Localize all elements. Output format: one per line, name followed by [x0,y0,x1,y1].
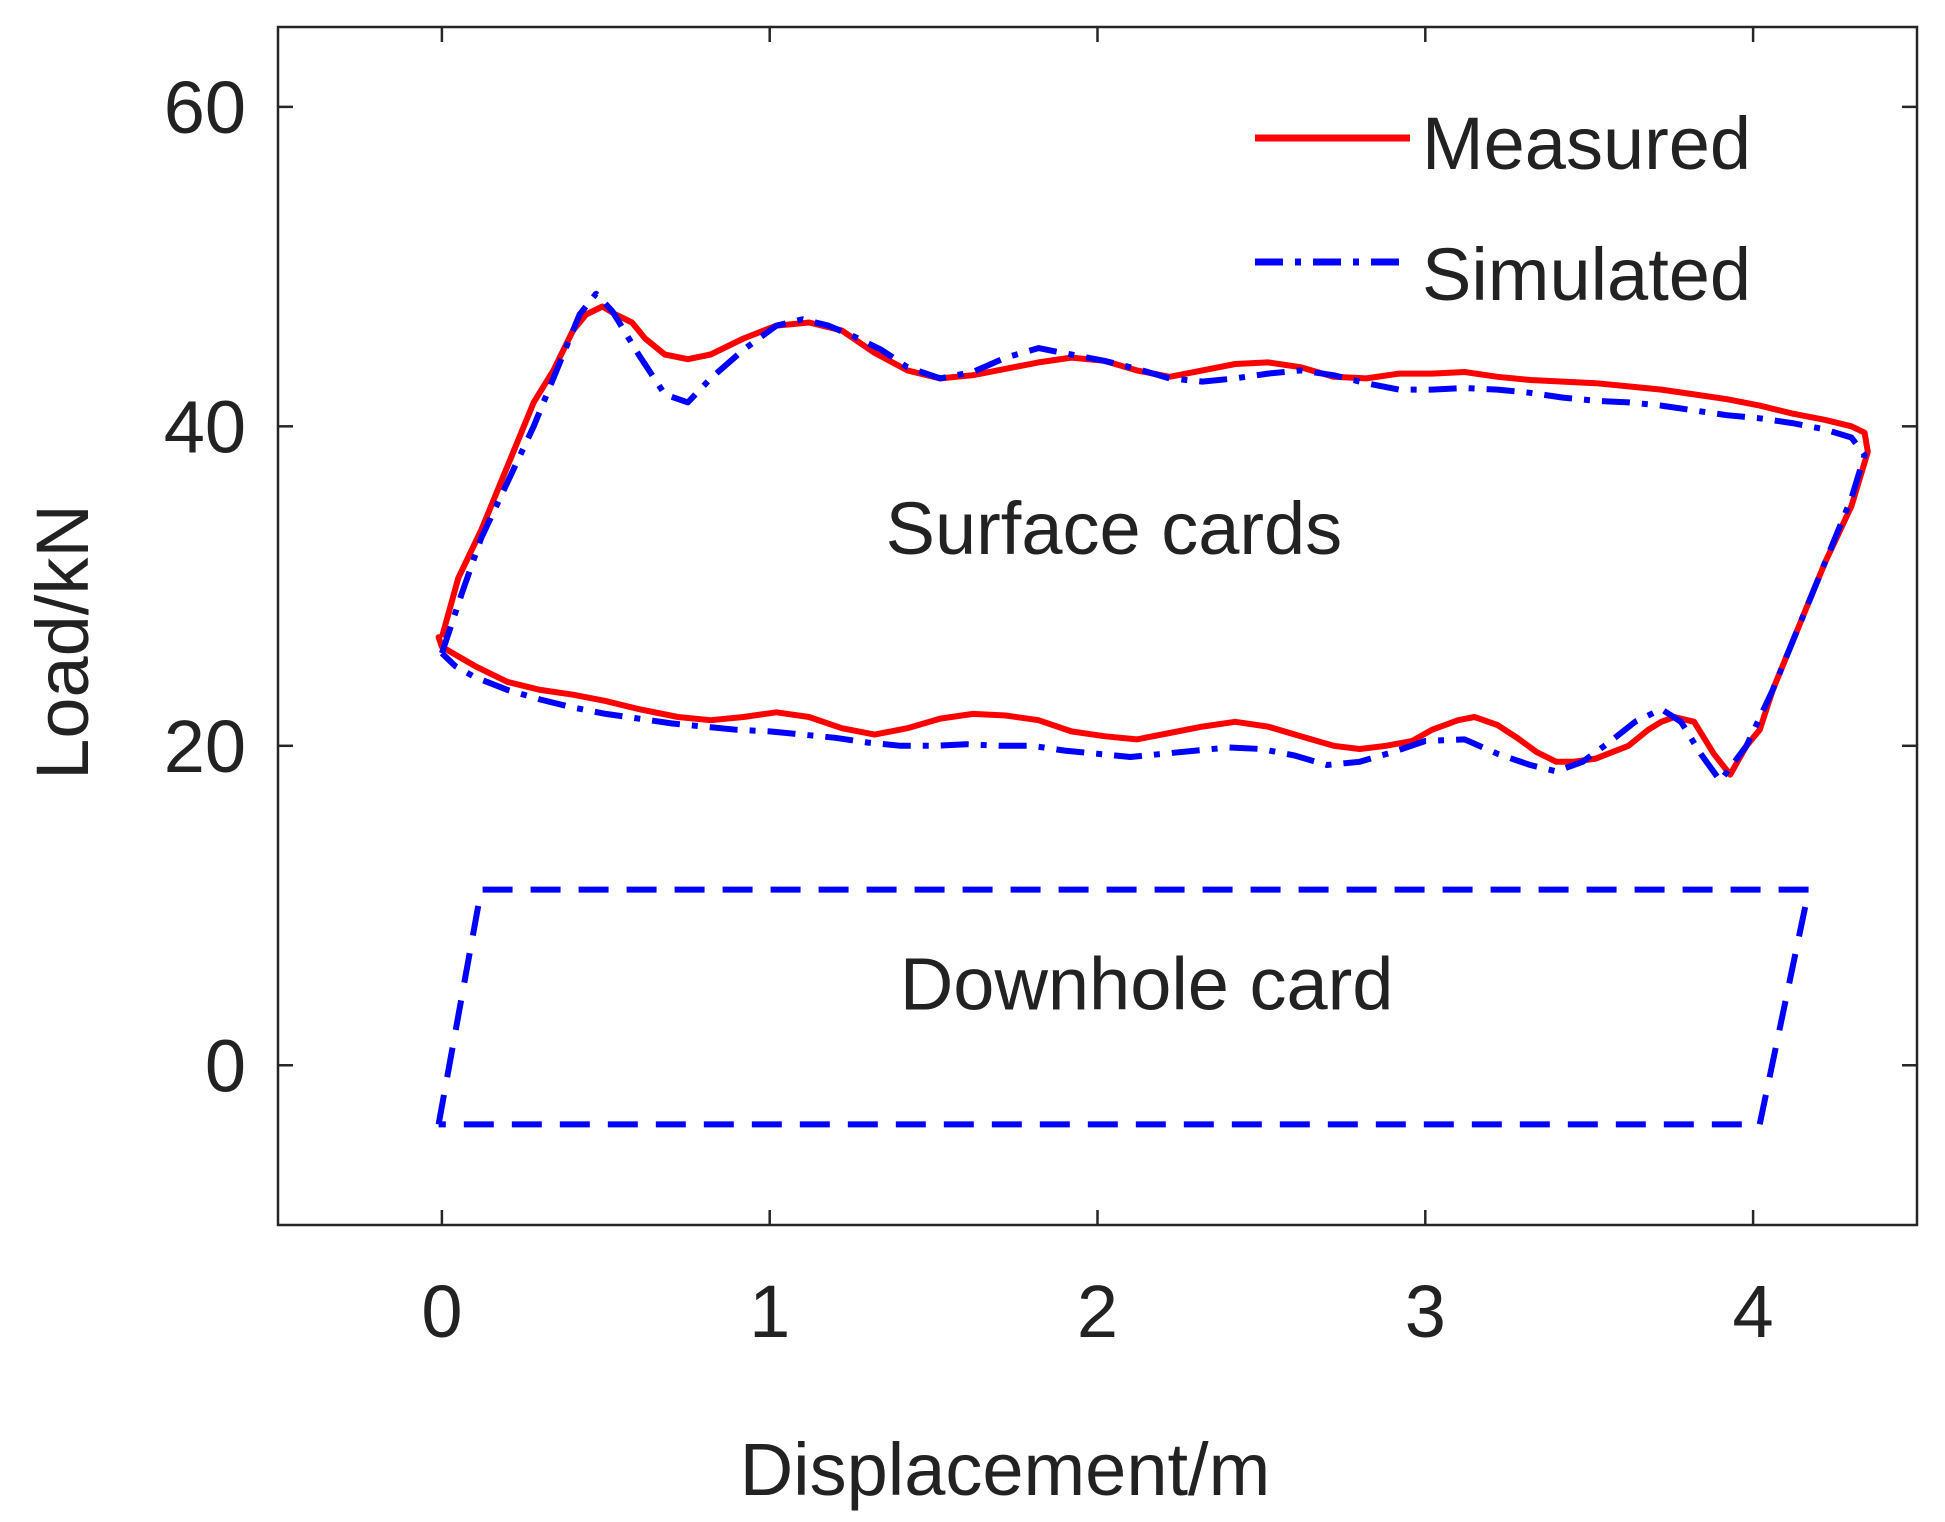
legend-label-measured: Measured [1422,102,1751,185]
annotation-surface-cards: Surface cards [886,487,1343,570]
y-tick-label: 20 [164,705,246,788]
series-line-simulated [439,290,1868,784]
y-tick-label: 60 [164,66,246,149]
x-tick-label: 0 [421,1270,462,1353]
y-tick-label: 0 [205,1024,246,1107]
x-axis-ticks: 0 1 2 3 4 [421,27,1774,1353]
annotation-downhole-card: Downhole card [900,942,1394,1025]
legend: Measured Simulated [1255,102,1751,316]
annotation-layer: Surface cards Downhole card [886,487,1394,1025]
legend-label-simulated: Simulated [1422,233,1751,316]
y-axis-ticks: 0 20 40 60 [164,66,1917,1107]
x-tick-label: 3 [1405,1270,1446,1353]
series-layer [435,290,1871,1128]
x-tick-label: 4 [1733,1270,1774,1353]
y-tick-label: 40 [164,385,246,468]
x-axis-label: Displacement/m [740,1428,1271,1511]
y-axis-label: Load/kN [21,504,104,780]
x-tick-label: 1 [749,1270,790,1353]
series-line-downhole-card [435,886,1812,1128]
x-tick-label: 2 [1077,1270,1118,1353]
